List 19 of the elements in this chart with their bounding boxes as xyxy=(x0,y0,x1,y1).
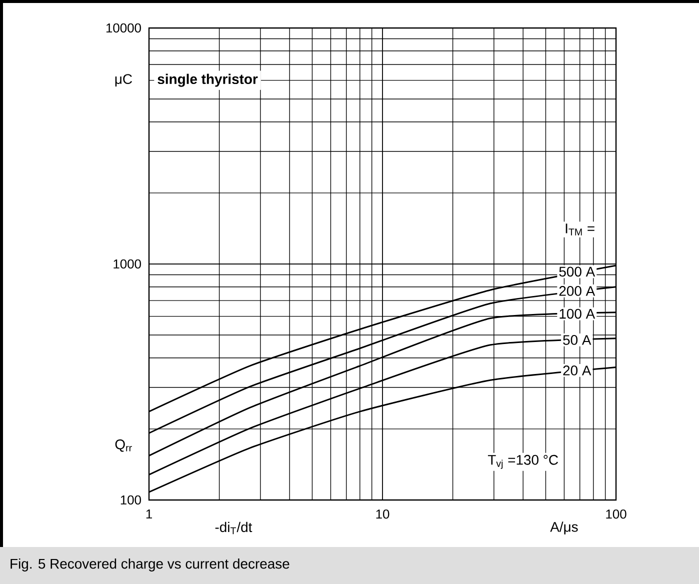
series-label: 20 A xyxy=(563,366,592,376)
annotation: single thyristor xyxy=(158,74,258,87)
text: μC xyxy=(115,74,132,87)
y-tick-label: 1000 xyxy=(114,259,141,269)
series-label: 200 A xyxy=(559,286,596,296)
x-tick-label: 10 xyxy=(376,509,390,519)
legend-title: I$_{TM}$ = xyxy=(566,224,594,236)
series-label: 50 A xyxy=(563,335,592,345)
y-axis-title: Q$_{rr}$ xyxy=(115,439,132,452)
x-tick-label: 100 xyxy=(606,509,626,519)
text: A/μs xyxy=(550,522,578,534)
annotation: T$_{vj}$ =130 °C xyxy=(488,454,558,469)
y-tick-label: 100 xyxy=(120,495,141,505)
series-label: 500 A xyxy=(559,266,596,277)
caption: Fig. 5 Recovered charge vs current decrease xyxy=(10,558,290,572)
x-axis-title: -di$_{T}$/dt xyxy=(215,522,252,534)
x-tick-label: 1 xyxy=(146,510,152,518)
y-tick-label: 10000 xyxy=(106,23,141,33)
series-label: 100 A xyxy=(560,308,596,319)
